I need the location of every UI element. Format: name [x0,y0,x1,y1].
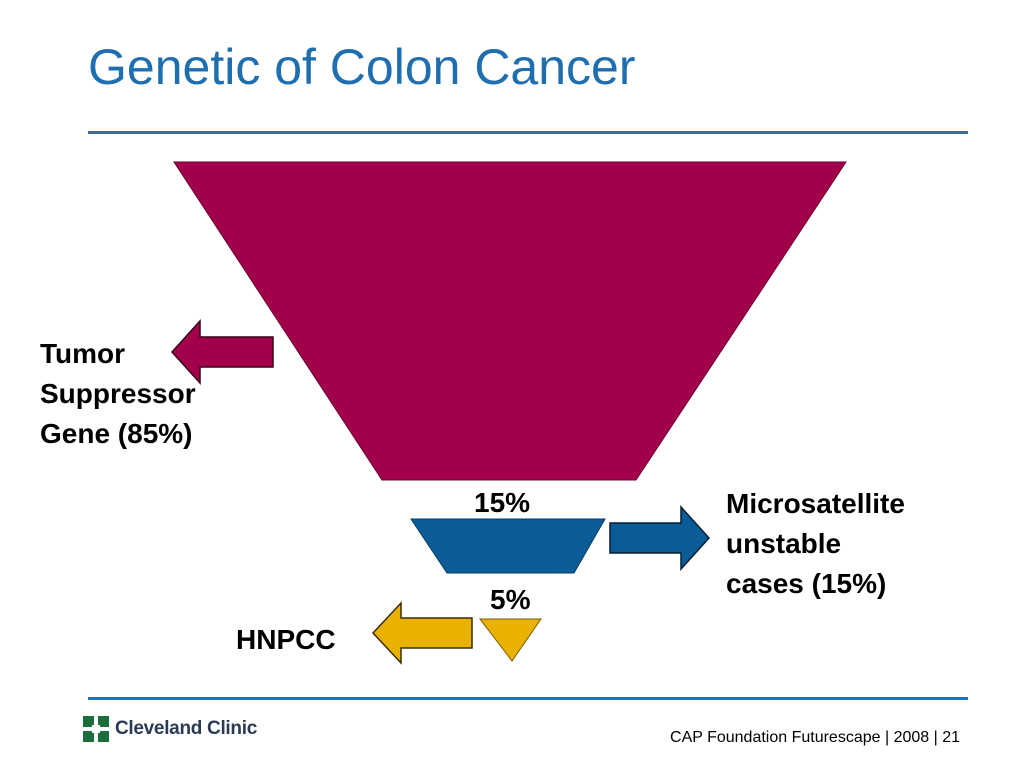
hnpcc-label: HNPCC [236,624,336,655]
tumor-label-line: Gene (85%) [40,418,193,449]
micro-label-line: Microsatellite [726,488,905,519]
tumor-suppressor-label: Tumor Suppressor Gene (85%) [40,334,196,454]
cleveland-clinic-logo: Cleveland Clinic [83,716,257,742]
micro-label-line: cases (15%) [726,568,887,599]
micro-label-line: unstable [726,528,842,559]
percent-15-label: 15% [474,487,531,518]
title-divider [88,131,968,134]
tumor-suppressor-segment [173,161,847,481]
logo-text: Cleveland Clinic [115,718,257,739]
tumor-label-line: Suppressor [40,378,196,409]
microsatellite-segment [410,518,606,574]
microsatellite-label: Microsatellite unstable cases (15%) [726,484,905,604]
cleveland-clinic-mark-icon [83,716,109,742]
footer-text: CAP Foundation Futurescape | 2008 | 21 [670,729,960,746]
slide-title: Genetic of Colon Cancer [88,39,636,95]
percent-5-label: 5% [490,584,531,615]
hnpcc-arrow-icon [371,601,473,665]
hnpcc-segment [478,618,542,662]
footer-divider [88,697,968,700]
tumor-label-line: Tumor [40,338,126,369]
microsatellite-arrow-icon [609,505,711,571]
tumor-arrow-icon [170,319,274,385]
